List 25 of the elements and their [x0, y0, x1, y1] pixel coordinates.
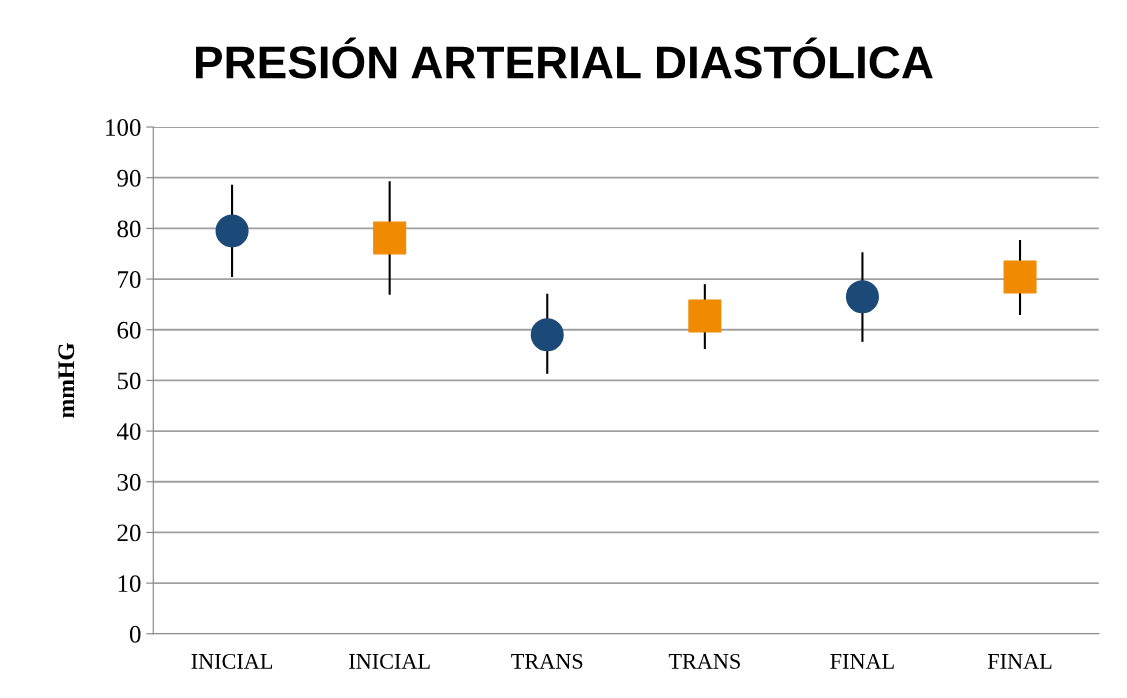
y-tick-label: 30 — [117, 473, 141, 491]
y-tick-label: 70 — [118, 271, 141, 288]
y-tick-label: 10 — [118, 575, 141, 593]
point — [688, 299, 722, 333]
point — [215, 214, 249, 248]
y-tick-label: 50 — [117, 372, 141, 390]
point — [1003, 260, 1037, 294]
point — [373, 221, 407, 255]
y-tick-label: 20 — [117, 524, 141, 542]
point — [530, 318, 564, 352]
x-tick-label: FINAL — [830, 653, 894, 669]
y-tick-label: 0 — [129, 625, 141, 643]
point — [845, 280, 879, 314]
y-axis-title: mmHG — [58, 343, 75, 418]
x-tick-label: INICIAL — [191, 653, 273, 669]
x-tick-label: INICIAL — [349, 653, 430, 669]
x-tick-label: TRANS — [511, 653, 583, 669]
y-tick-label: 80 — [117, 220, 141, 238]
y-tick-label: 100 — [106, 119, 141, 136]
x-tick-label: FINAL — [987, 653, 1052, 669]
chart-title: PRESIÓN ARTERIAL DIASTÓLICA — [196, 37, 933, 79]
y-tick-label: 90 — [117, 169, 141, 187]
x-tick-label: TRANS — [668, 653, 740, 669]
y-tick-label: 40 — [116, 423, 141, 440]
y-tick-label: 60 — [117, 321, 141, 339]
